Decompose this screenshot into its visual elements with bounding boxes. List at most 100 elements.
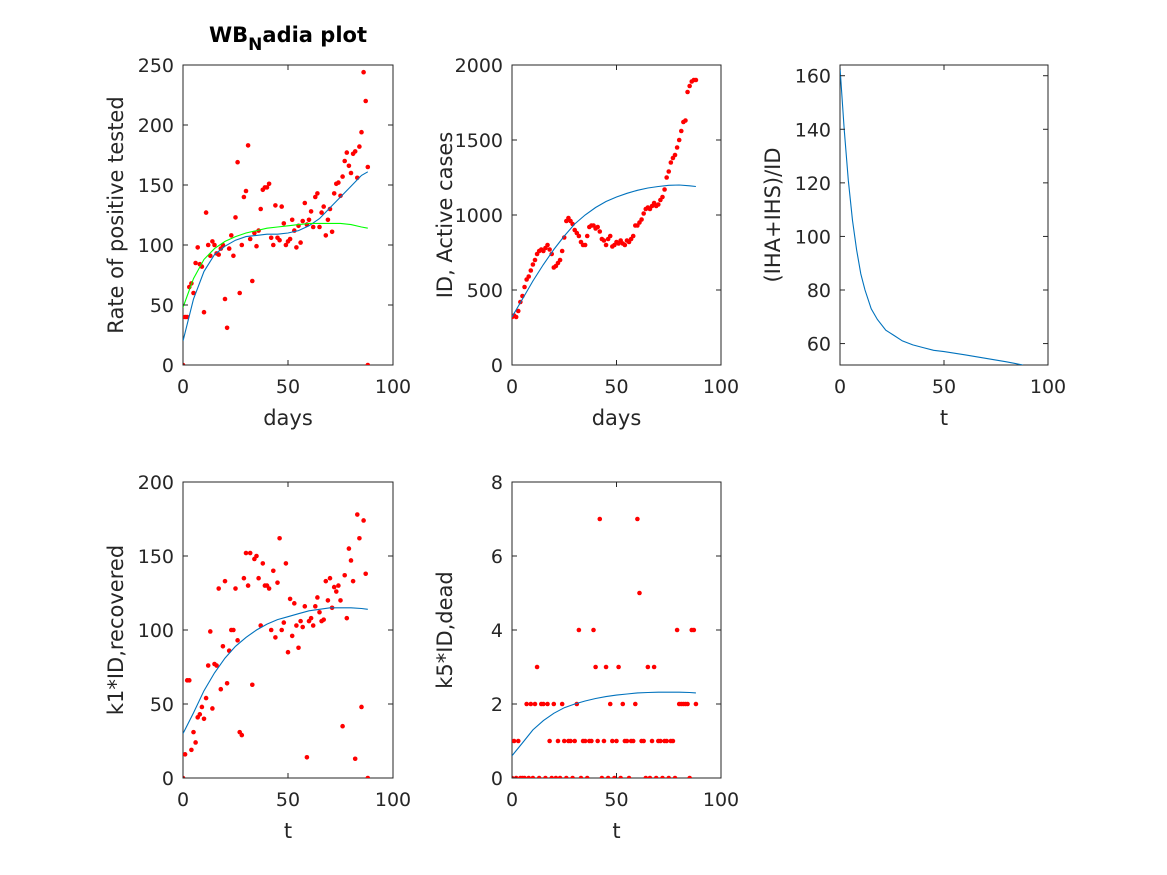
y-tick-label: 50	[150, 295, 174, 317]
data-point	[183, 362, 186, 365]
data-point	[283, 242, 289, 248]
data-point	[231, 627, 236, 633]
y-tick-label: 0	[162, 355, 174, 377]
data-point	[545, 242, 550, 248]
data-point	[512, 738, 517, 744]
data-point	[222, 296, 228, 302]
data-point	[666, 169, 672, 174]
data-point	[601, 738, 607, 744]
data-point	[597, 229, 603, 234]
data-point	[576, 233, 582, 239]
data-point	[649, 738, 655, 744]
data-point	[323, 578, 329, 584]
data-point	[197, 712, 203, 717]
data-point	[687, 775, 692, 778]
data-point	[528, 268, 534, 273]
data-point	[683, 118, 688, 123]
plot-area	[512, 77, 699, 320]
data-point	[534, 664, 540, 670]
data-point	[589, 738, 594, 744]
data-point	[666, 775, 672, 778]
data-point	[603, 664, 609, 670]
data-point	[300, 218, 306, 224]
data-point	[214, 663, 219, 668]
data-point	[193, 740, 198, 745]
data-point	[543, 775, 548, 778]
data-point	[541, 701, 546, 707]
y-tick-label: 2	[491, 694, 503, 716]
data-point	[685, 701, 690, 707]
data-point	[268, 235, 274, 241]
data-point	[641, 738, 646, 744]
data-point	[647, 775, 653, 778]
y-tick-label: 250	[138, 55, 174, 77]
data-point	[515, 738, 521, 744]
data-point	[626, 775, 632, 778]
data-point	[365, 362, 371, 365]
x-tick-label: 0	[506, 789, 518, 811]
data-point	[281, 221, 287, 226]
data-point	[549, 251, 555, 257]
data-point	[639, 217, 644, 222]
data-point	[317, 224, 322, 230]
data-point	[346, 163, 352, 169]
x-tick-label: 0	[834, 376, 846, 398]
plot-area	[183, 512, 371, 778]
y-tick-label: 80	[807, 280, 831, 302]
data-point	[513, 314, 519, 320]
data-point	[258, 206, 264, 212]
x-tick-label: 50	[276, 376, 300, 398]
data-point	[205, 663, 211, 668]
y-tick-label: 50	[150, 694, 174, 716]
series-line-2	[183, 171, 369, 342]
data-point	[660, 775, 665, 778]
data-point	[522, 775, 527, 778]
y-tick-label: 100	[795, 226, 831, 248]
data-point	[340, 723, 345, 729]
data-point	[645, 664, 651, 670]
data-point	[553, 775, 559, 778]
data-point	[672, 152, 678, 158]
y-tick-label: 200	[138, 115, 174, 137]
data-point	[271, 568, 276, 574]
data-point	[568, 738, 573, 744]
data-point	[601, 238, 607, 243]
data-point	[658, 738, 663, 744]
y-tick-label: 6	[491, 546, 503, 568]
data-point	[545, 701, 550, 707]
data-point	[183, 752, 188, 757]
axes-box	[511, 481, 722, 779]
data-point	[287, 236, 293, 242]
data-point	[561, 738, 567, 744]
data-point	[633, 701, 638, 707]
data-point	[336, 180, 341, 185]
data-point	[522, 284, 527, 290]
data-point	[582, 738, 588, 744]
data-point	[323, 233, 329, 238]
data-point	[526, 274, 532, 279]
data-point	[357, 535, 362, 541]
plot-area	[512, 516, 699, 778]
data-point	[678, 128, 684, 134]
data-point	[624, 738, 630, 744]
data-point	[532, 701, 538, 707]
data-point	[559, 701, 565, 707]
data-point	[607, 701, 613, 707]
y-axis-label: ID, Active cases	[433, 132, 457, 299]
data-point	[685, 89, 690, 95]
data-point	[329, 229, 335, 235]
data-point	[515, 308, 521, 314]
data-point	[346, 546, 352, 551]
data-point	[582, 242, 588, 248]
data-point	[637, 590, 642, 596]
data-point	[662, 187, 667, 192]
data-point	[203, 695, 209, 701]
data-point	[187, 678, 192, 683]
data-point	[205, 242, 211, 248]
data-point	[308, 615, 314, 621]
data-point	[513, 775, 519, 778]
data-point	[287, 596, 293, 602]
x-tick-label: 50	[604, 376, 628, 398]
chart-panel-3: 0 50 100 60 80 100 120 140 160 t (IHA+IHS)/ID	[761, 64, 1066, 430]
data-point	[622, 242, 628, 248]
